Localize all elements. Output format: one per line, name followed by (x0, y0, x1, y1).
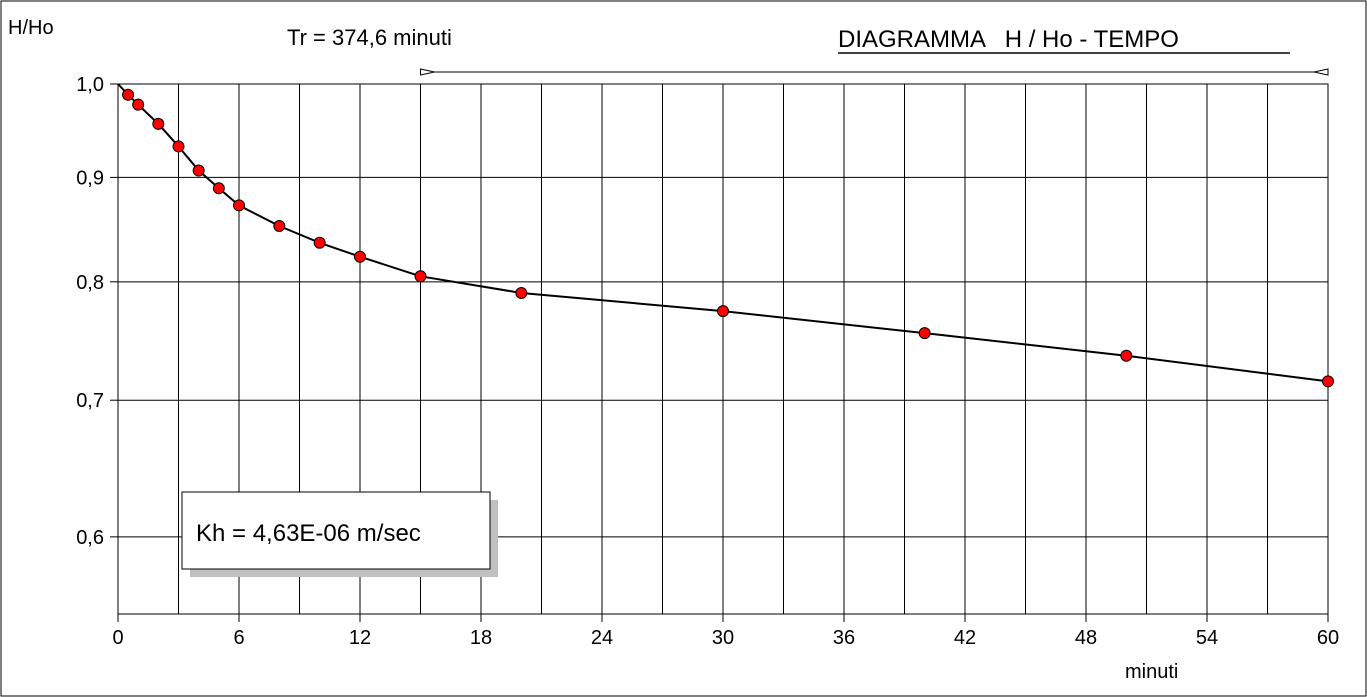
x-axis-title: minuti (1125, 661, 1178, 683)
data-point (717, 305, 729, 318)
x-tick-label: 12 (349, 627, 371, 649)
data-point (122, 88, 135, 101)
y-axis-title: H/Ho (8, 17, 54, 39)
data-point (132, 98, 145, 111)
tr-label: Tr = 374,6 minuti (287, 25, 452, 50)
x-tick-label: 0 (112, 627, 123, 649)
data-point (1120, 349, 1133, 362)
data-point (515, 286, 528, 299)
data-point (1322, 375, 1334, 388)
data-point (212, 182, 225, 195)
data-point (273, 219, 286, 232)
axis-layer: 0 6 12 18 24 30 36 42 48 54 60 0,6 0,7 0,8 0,9 1,0 (76, 74, 1339, 649)
tr-range-arrow-left-head (420, 68, 435, 76)
kh-label: Kh = 4,63E-06 m/sec (196, 520, 421, 547)
x-tick-label: 24 (591, 627, 613, 649)
kh-box (181, 491, 491, 570)
y-tick-label: 1,0 (76, 74, 104, 96)
y-tick-label: 0,9 (76, 167, 104, 189)
y-tick-label: 0,7 (76, 390, 104, 412)
data-point (233, 199, 245, 212)
x-tick-label: 18 (470, 627, 492, 649)
series-layer (117, 83, 1334, 388)
data-point (152, 117, 165, 130)
data-point (918, 327, 931, 340)
tr-range-arrow-right-head (1313, 68, 1329, 76)
x-tick-label: 60 (1317, 627, 1339, 649)
annotation-layer: Kh = 4,63E-06 m/sec (181, 68, 1329, 577)
x-tick-label: 30 (712, 627, 734, 649)
x-tick-label: 6 (233, 627, 244, 649)
data-point (313, 236, 326, 249)
x-tick-label: 48 (1075, 627, 1097, 649)
y-tick-label: 0,8 (76, 272, 104, 294)
x-tick-label: 42 (954, 627, 976, 649)
y-tick-label: 0,6 (76, 527, 104, 549)
x-tick-label: 54 (1196, 627, 1218, 649)
data-point (192, 164, 205, 177)
x-tick-label: 36 (833, 627, 855, 649)
data-point (414, 270, 427, 283)
data-point (354, 250, 366, 263)
chart-title: DIAGRAMMA H / Ho - TEMPO (838, 26, 1179, 53)
data-point (172, 140, 185, 153)
